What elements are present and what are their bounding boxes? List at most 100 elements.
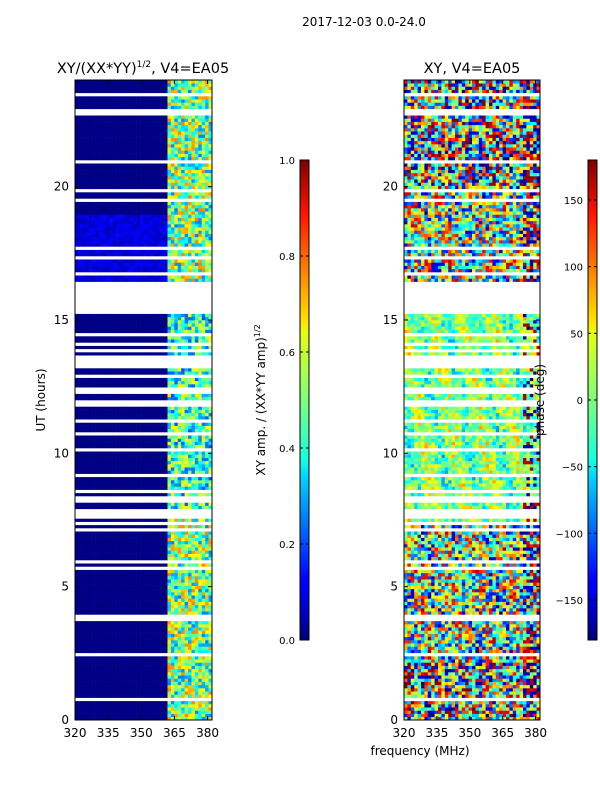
left-heatmap-cell — [146, 371, 151, 375]
left-heatmap-cell — [188, 252, 192, 257]
left-heatmap-cell — [81, 262, 86, 266]
left-heatmap-cell — [184, 601, 189, 606]
left-heatmap-cell — [95, 483, 100, 487]
left-heatmap-cell — [75, 313, 79, 318]
left-heatmap-cell — [85, 643, 89, 647]
left-heatmap-cell — [201, 588, 206, 593]
left-heatmap-cell — [194, 572, 199, 577]
left-heatmap-cell — [88, 691, 93, 695]
left-heatmap-cell — [157, 185, 161, 190]
left-heatmap-cell — [109, 457, 113, 462]
left-heatmap-cell — [174, 211, 179, 215]
left-heatmap-cell — [146, 585, 151, 590]
left-heatmap-cell — [191, 588, 196, 593]
left-heatmap-cell — [167, 345, 172, 350]
left-heatmap-cell — [188, 486, 192, 490]
left-heatmap-cell — [208, 627, 213, 631]
left-heatmap-cell — [170, 396, 175, 401]
left-heatmap-cell — [133, 707, 137, 711]
left-heatmap-cell — [157, 620, 161, 625]
left-heatmap-cell — [126, 227, 131, 231]
left-heatmap-cell — [95, 425, 100, 430]
left-heatmap-cell — [160, 681, 165, 686]
left-heatmap-cell — [109, 384, 113, 388]
left-heatmap-cell — [157, 214, 161, 218]
left-heatmap-cell — [167, 611, 172, 615]
left-heatmap-cell — [174, 278, 179, 282]
left-heatmap-cell — [164, 230, 168, 234]
left-heatmap-cell — [88, 675, 93, 679]
left-flagged-row — [75, 489, 212, 494]
left-heatmap-cell — [181, 320, 185, 324]
left-heatmap-cell — [177, 572, 182, 577]
left-heatmap-cell — [95, 236, 100, 241]
left-heatmap-cell — [164, 252, 168, 257]
left-heatmap-cell — [201, 259, 206, 263]
left-heatmap-cell — [191, 547, 196, 551]
left-heatmap-cell — [119, 384, 124, 388]
left-heatmap-cell — [208, 352, 213, 356]
left-heatmap-cell — [164, 204, 168, 209]
left-heatmap-cell — [95, 227, 100, 231]
left-heatmap-cell — [208, 262, 213, 266]
left-heatmap-cell — [119, 585, 124, 590]
left-heatmap-cell — [92, 278, 96, 282]
left-heatmap-cell — [133, 620, 137, 625]
left-heatmap-cell — [102, 460, 107, 465]
left-heatmap-cell — [146, 595, 151, 599]
left-heatmap-cell — [184, 412, 189, 417]
left-heatmap-cell — [105, 585, 110, 590]
left-heatmap-cell — [198, 531, 203, 535]
left-heatmap-cell — [143, 204, 148, 209]
left-heatmap-cell — [164, 249, 168, 254]
left-heatmap-cell — [143, 592, 148, 596]
left-heatmap-cell — [188, 659, 192, 663]
left-heatmap-cell — [98, 691, 103, 695]
left-heatmap-cell — [116, 233, 120, 238]
left-heatmap-cell — [201, 441, 206, 446]
left-heatmap-cell — [112, 412, 117, 417]
left-heatmap-cell — [157, 377, 161, 382]
left-heatmap-cell — [184, 265, 189, 270]
left-heatmap-cell — [133, 518, 137, 522]
left-heatmap-cell — [140, 569, 144, 574]
left-heatmap-cell — [85, 537, 89, 542]
left-heatmap-cell — [126, 457, 131, 462]
left-heatmap-cell — [126, 633, 131, 638]
left-heatmap-cell — [85, 217, 89, 222]
left-heatmap-cell — [75, 592, 79, 596]
left-heatmap-cell — [140, 659, 144, 663]
left-heatmap-cell — [146, 249, 151, 254]
left-heatmap-cell — [174, 460, 179, 465]
left-heatmap-cell — [174, 656, 179, 660]
left-flagged-row — [75, 348, 212, 353]
left-heatmap-cell — [98, 182, 103, 186]
left-heatmap-cell — [122, 537, 127, 542]
left-heatmap-cell — [153, 316, 158, 321]
left-heatmap-cell — [177, 368, 182, 372]
left-heatmap-cell — [191, 352, 196, 356]
left-heatmap-cell — [78, 576, 83, 580]
left-heatmap-cell — [119, 326, 124, 330]
left-heatmap-cell — [78, 579, 83, 583]
left-heatmap-cell — [153, 240, 158, 244]
left-heatmap-cell — [105, 230, 110, 234]
left-heatmap-cell — [150, 716, 155, 721]
left-heatmap-cell — [126, 534, 131, 538]
left-heatmap-cell — [143, 227, 148, 231]
left-heatmap-cell — [143, 467, 148, 471]
left-heatmap-cell — [122, 384, 127, 388]
left-heatmap-cell — [112, 601, 117, 606]
left-heatmap-cell — [92, 672, 96, 676]
left-heatmap-cell — [153, 393, 158, 398]
left-heatmap-cell — [164, 704, 168, 708]
left-heatmap-cell — [119, 182, 124, 186]
left-heatmap-cell — [140, 579, 144, 583]
left-heatmap-cell — [92, 416, 96, 420]
left-heatmap-cell — [160, 313, 165, 318]
left-heatmap-cell — [140, 275, 144, 279]
left-heatmap-cell — [95, 249, 100, 254]
left-heatmap-cell — [157, 224, 161, 228]
left-heatmap-cell — [78, 601, 83, 606]
left-heatmap-cell — [143, 371, 148, 375]
